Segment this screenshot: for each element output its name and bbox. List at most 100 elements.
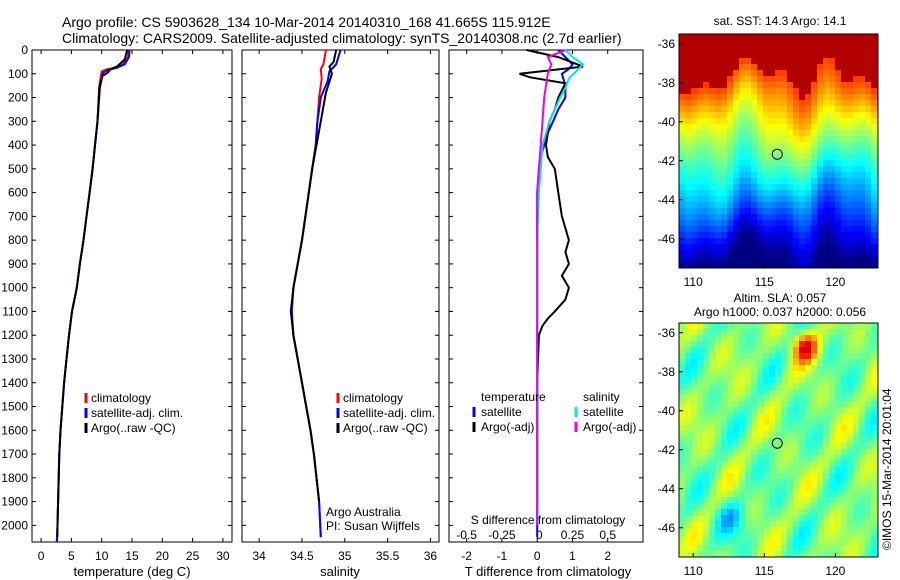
sst-cell	[745, 124, 751, 130]
sla-cell	[799, 365, 805, 371]
sst-cell	[697, 52, 703, 58]
sst-cell	[841, 214, 847, 220]
sla-cell	[709, 335, 715, 341]
sst-cell	[715, 178, 721, 184]
sla-cell	[793, 461, 799, 467]
series-line-climatology	[55, 49, 130, 543]
sla-cell	[847, 443, 853, 449]
sla-cell	[799, 359, 805, 365]
sst-cell	[739, 124, 745, 130]
sst-cell	[871, 232, 877, 238]
sst-cell	[733, 130, 739, 136]
sla-cell	[823, 329, 829, 335]
sla-cell	[871, 359, 877, 365]
sst-cell	[811, 34, 817, 40]
sla-cell	[829, 383, 835, 389]
sla-cell	[733, 365, 739, 371]
sst-cell	[751, 160, 757, 166]
sst-cell	[847, 46, 853, 52]
sla-cell	[715, 359, 721, 365]
sst-cell	[739, 184, 745, 190]
sla-cell	[769, 383, 775, 389]
sla-cell	[715, 347, 721, 353]
sla-cell	[709, 539, 715, 545]
map-y-tick-label: -36	[658, 326, 676, 340]
sla-cell	[865, 515, 871, 521]
sst-cell	[733, 178, 739, 184]
sla-cell	[835, 545, 841, 551]
sst-cell	[811, 118, 817, 124]
sst-cell	[835, 94, 841, 100]
sla-cell	[859, 455, 865, 461]
sst-cell	[775, 190, 781, 196]
sla-cell	[745, 527, 751, 533]
sst-cell	[835, 70, 841, 76]
sst-cell	[841, 220, 847, 226]
sla-cell	[847, 497, 853, 503]
sla-cell	[739, 359, 745, 365]
sla-cell	[781, 473, 787, 479]
sla-cell	[715, 479, 721, 485]
sla-cell	[859, 491, 865, 497]
sst-cell	[709, 256, 715, 262]
sst-cell	[853, 262, 859, 268]
sla-cell	[751, 533, 757, 539]
sst-cell	[787, 214, 793, 220]
sst-cell	[799, 196, 805, 202]
sla-cell	[763, 449, 769, 455]
sla-cell	[781, 353, 787, 359]
sst-cell	[847, 136, 853, 142]
sla-cell	[805, 419, 811, 425]
sla-cell	[793, 551, 799, 557]
sst-cell	[793, 118, 799, 124]
sla-cell	[757, 461, 763, 467]
sla-cell	[853, 431, 859, 437]
sst-cell	[703, 214, 709, 220]
sla-cell	[859, 347, 865, 353]
sst-cell	[757, 190, 763, 196]
sla-cell	[871, 371, 877, 377]
sla-cell	[703, 437, 709, 443]
sst-cell	[679, 202, 685, 208]
sla-cell	[841, 533, 847, 539]
sst-cell	[769, 88, 775, 94]
sla-cell	[841, 371, 847, 377]
sla-cell	[847, 401, 853, 407]
sla-cell	[829, 425, 835, 431]
sst-cell	[823, 262, 829, 268]
sla-cell	[769, 491, 775, 497]
sla-cell	[781, 365, 787, 371]
sst-cell	[715, 148, 721, 154]
sst-cell	[709, 58, 715, 64]
sst-cell	[853, 166, 859, 172]
sla-cell	[745, 335, 751, 341]
sst-cell	[745, 220, 751, 226]
sla-cell	[727, 467, 733, 473]
sla-cell	[853, 377, 859, 383]
map-y-tick-label: -38	[658, 76, 676, 90]
sla-cell	[817, 503, 823, 509]
sla-cell	[679, 491, 685, 497]
sla-cell	[841, 437, 847, 443]
sst-cell	[787, 148, 793, 154]
sla-cell	[685, 329, 691, 335]
sst-cell	[739, 76, 745, 82]
sst-cell	[733, 214, 739, 220]
sst-cell	[841, 112, 847, 118]
sla-cell	[739, 491, 745, 497]
sst-cell	[865, 136, 871, 142]
sla-cell	[799, 533, 805, 539]
sst-cell	[871, 208, 877, 214]
sla-cell	[691, 395, 697, 401]
sla-cell	[793, 401, 799, 407]
sst-cell	[721, 130, 727, 136]
sla-cell	[787, 377, 793, 383]
sla-cell	[733, 527, 739, 533]
sst-cell	[721, 196, 727, 202]
sst-cell	[691, 100, 697, 106]
sla-cell	[865, 485, 871, 491]
sst-cell	[859, 154, 865, 160]
sla-cell	[787, 389, 793, 395]
sla-cell	[835, 341, 841, 347]
sst-cell	[853, 112, 859, 118]
